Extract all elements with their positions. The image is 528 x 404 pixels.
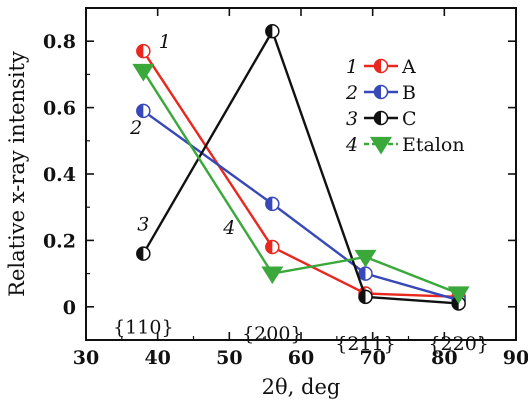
peak-label: {200}: [242, 323, 302, 345]
marker-fill: [136, 44, 144, 58]
legend-number: 3: [346, 108, 358, 130]
legend-item: 4 Etalon: [345, 134, 465, 156]
data-point: [132, 63, 155, 82]
series-line: [142, 70, 460, 295]
marker-fill: [136, 247, 144, 261]
marker-fill: [374, 111, 381, 125]
y-tick-label: 0.2: [43, 230, 76, 252]
x-tick-label: 80: [431, 347, 457, 369]
x-tick-label: 90: [503, 347, 528, 369]
series-line: [142, 30, 459, 305]
legend-number: 1: [346, 56, 358, 78]
data-point: [358, 266, 373, 281]
curve-number: 4: [222, 217, 235, 239]
peak-label: {211}: [335, 333, 395, 355]
x-axis-label: 2θ, deg: [262, 375, 341, 399]
legend-marker: [373, 58, 389, 74]
marker-fill: [136, 104, 144, 118]
legend-number: 4: [345, 134, 358, 156]
peak-label: {220}: [428, 333, 488, 355]
peak-label: {110}: [113, 316, 173, 338]
legend-label: A: [401, 56, 416, 78]
x-tick-label: 30: [73, 347, 99, 369]
legend-number: 2: [345, 82, 358, 104]
legend-label: B: [402, 82, 416, 104]
marker-fill: [374, 85, 381, 99]
y-axis-label: Relative x-ray intensity: [5, 51, 29, 297]
data-point: [136, 246, 151, 261]
marker-fill: [374, 59, 381, 73]
data-point: [261, 266, 284, 285]
marker-fill: [265, 240, 273, 254]
y-tick-label: 0.8: [43, 31, 76, 53]
legend-label: Etalon: [402, 134, 465, 156]
curve-number: 2: [129, 117, 142, 139]
series-c: [136, 23, 466, 311]
data-point: [358, 289, 373, 305]
legend-marker: [373, 110, 389, 126]
data-point: [265, 196, 280, 212]
marker-fill: [265, 24, 273, 38]
x-tick-label: 50: [216, 347, 242, 369]
legend-label: C: [402, 108, 417, 130]
data-point: [265, 239, 280, 255]
legend-marker: [373, 84, 389, 100]
data-point: [136, 103, 151, 119]
marker-fill: [359, 290, 366, 304]
legend-marker: [370, 136, 392, 155]
data-point: [265, 23, 280, 39]
curve-number: 1: [159, 31, 171, 53]
series-etalon: [132, 63, 470, 304]
annotations: {110} {200} {211} {220} 1 2 3 4: [113, 31, 489, 355]
legend: 1 A2 B3 C4 Etalon: [345, 56, 465, 156]
x-tick-label: 70: [359, 347, 385, 369]
data-point: [447, 286, 470, 304]
series-layer: [132, 23, 470, 311]
y-tick-label: 0.4: [43, 164, 76, 186]
data-point: [354, 249, 377, 268]
series-line: [142, 50, 459, 299]
y-tick-label: 0: [63, 297, 76, 319]
x-tick-label: 40: [144, 347, 170, 369]
axes: 30 40 50 60 70 80 90 0 0.2 0.4 0.6 0.8 2θ, deg Relati…: [5, 7, 528, 399]
marker-fill: [265, 197, 273, 211]
data-point: [136, 43, 151, 59]
series-line: [142, 109, 459, 302]
curve-number: 3: [137, 213, 149, 235]
y-tick-label: 0.6: [43, 98, 76, 120]
marker-fill: [359, 267, 366, 281]
x-tick-label: 60: [288, 347, 314, 369]
